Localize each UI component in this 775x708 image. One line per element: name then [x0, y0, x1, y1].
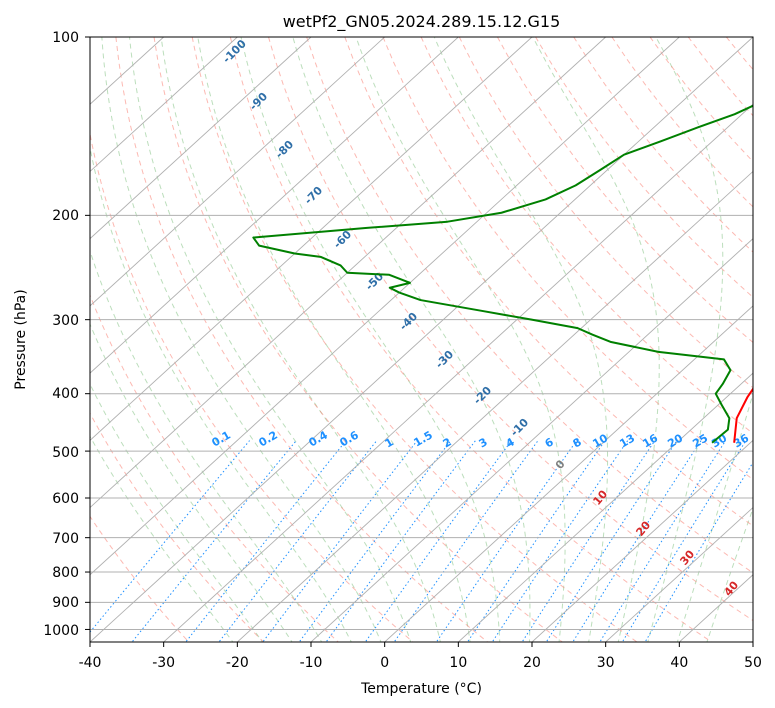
mixing-ratio-line — [364, 440, 512, 642]
isotherm-line — [310, 238, 753, 642]
x-tick-label: 30 — [597, 655, 615, 671]
moist-adiabat-line — [90, 435, 234, 642]
mixing-ratio-line — [466, 440, 606, 642]
isotherm-line — [90, 37, 533, 441]
y-tick-label: 800 — [52, 565, 79, 581]
isotherm-line — [90, 37, 753, 642]
x-axis-label: Temperature (°C) — [360, 681, 482, 697]
mixing-ratio-line — [393, 440, 539, 642]
x-tick-label: -10 — [300, 655, 323, 671]
y-tick-label: 100 — [52, 30, 79, 46]
x-tick-label: -30 — [152, 655, 175, 671]
dry-adiabat-line — [90, 293, 339, 642]
mixing-ratio-line — [491, 440, 629, 642]
profile-series — [252, 104, 753, 444]
x-tick-label: -20 — [226, 655, 249, 671]
mixing-ratio-line — [262, 440, 418, 642]
y-tick-label: 900 — [52, 595, 79, 611]
dewpoint-profile — [252, 104, 753, 444]
isotherm-line — [604, 506, 753, 642]
moist-adiabat-line — [240, 37, 501, 642]
dry-adiabat-line — [344, 37, 753, 527]
x-tick-label: 50 — [744, 655, 762, 671]
moist-adiabat-line — [355, 37, 566, 642]
moist-adiabat-line — [197, 37, 471, 642]
isotherm-line — [383, 305, 753, 642]
isotherm-line — [90, 37, 312, 240]
isotherm-line — [236, 170, 753, 642]
x-axis: -40 -30 -20 -10 0 10 20 30 40 50 — [79, 642, 762, 671]
moist-adiabat-line — [160, 37, 441, 642]
plot-area: -100 -90 -80 -70 -60 -50 -40 -30 -20 -10… — [90, 37, 753, 642]
isotherm-line — [90, 37, 385, 307]
mixing-ratio-line — [644, 461, 753, 642]
moist-adiabat-line — [647, 37, 724, 642]
mixing-ratio-line — [621, 440, 747, 642]
mixing-ratio-line — [572, 440, 702, 642]
dry-adiabat-line — [382, 37, 753, 481]
y-tick-label: 500 — [52, 445, 79, 461]
x-tick-label: 10 — [449, 655, 467, 671]
plot-frame — [89, 36, 754, 643]
isotherm-line — [90, 37, 238, 173]
dry-adiabat-line — [306, 37, 753, 574]
y-tick-label: 600 — [52, 491, 79, 507]
y-axis-label: Pressure (hPa) — [13, 289, 29, 389]
isotherm-line — [90, 37, 459, 374]
y-tick-label: 200 — [52, 208, 79, 224]
moist-adiabat-line — [90, 322, 293, 642]
y-tick-label: 700 — [52, 531, 79, 547]
y-tick-label: 1000 — [43, 623, 79, 639]
y-axis: 100 200 300 400 500 600 700 800 900 1000 — [43, 30, 90, 639]
mixing-ratio-line — [545, 440, 678, 642]
isotherm-line — [90, 37, 680, 576]
isotherm-line — [90, 37, 606, 509]
x-tick-label: 40 — [670, 655, 688, 671]
dry-adiabat-line — [420, 37, 753, 435]
moist-adiabat-line — [676, 391, 753, 642]
mixing-ratio-line — [185, 440, 347, 642]
moist-adiabat-line — [433, 37, 609, 642]
mixing-ratio-line — [521, 440, 656, 642]
pressure-gridlines — [90, 37, 753, 630]
isotherm-line — [162, 103, 753, 642]
isotherm-line — [531, 439, 753, 642]
chart-title: wetPf2_GN05.2024.289.15.12.G15 — [283, 12, 561, 32]
y-tick-label: 300 — [52, 313, 79, 329]
x-tick-label: 0 — [380, 655, 389, 671]
dry-adiabat-line — [535, 37, 753, 298]
y-tick-label: 400 — [52, 386, 79, 402]
mixing-ratio-line — [599, 440, 727, 642]
moist-adiabat-line — [90, 382, 264, 642]
isotherms — [90, 37, 753, 642]
isotherm-line — [457, 372, 753, 642]
x-tick-label: 20 — [523, 655, 541, 671]
x-tick-label: -40 — [79, 655, 102, 671]
mixing-ratio-line — [218, 440, 378, 642]
mixing-ratio-lines — [90, 440, 753, 642]
